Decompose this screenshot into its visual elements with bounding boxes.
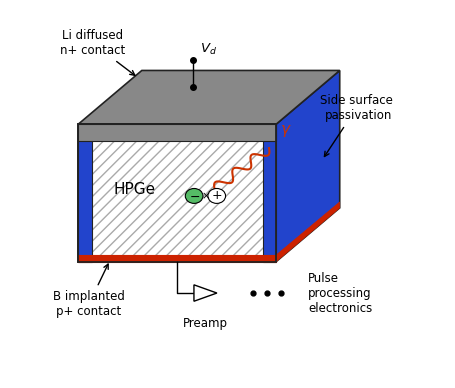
Text: Pulse
processing
electronics: Pulse processing electronics (307, 272, 371, 315)
Bar (78, 124, 276, 262)
Text: HPGe: HPGe (113, 182, 156, 197)
Circle shape (207, 189, 225, 203)
Bar (78, 124, 91, 262)
Bar (78, 124, 276, 262)
Circle shape (185, 189, 202, 203)
Text: $\gamma$: $\gamma$ (279, 123, 291, 139)
Polygon shape (193, 285, 217, 301)
Text: B implanted
p+ contact: B implanted p+ contact (53, 264, 125, 318)
Bar (78, 124, 276, 262)
Polygon shape (275, 71, 339, 262)
Text: $\times$: $\times$ (200, 191, 210, 201)
Bar (78, 124, 276, 141)
Text: Side surface
passivation: Side surface passivation (319, 94, 392, 156)
Bar (78, 255, 276, 262)
Text: $+$: $+$ (211, 189, 222, 203)
Polygon shape (275, 202, 339, 262)
Text: $-$: $-$ (188, 189, 199, 203)
Bar (262, 124, 276, 262)
Text: Preamp: Preamp (182, 317, 228, 330)
Text: $V_d$: $V_d$ (200, 42, 217, 57)
Polygon shape (78, 71, 339, 124)
Text: Li diffused
n+ contact: Li diffused n+ contact (60, 29, 135, 75)
